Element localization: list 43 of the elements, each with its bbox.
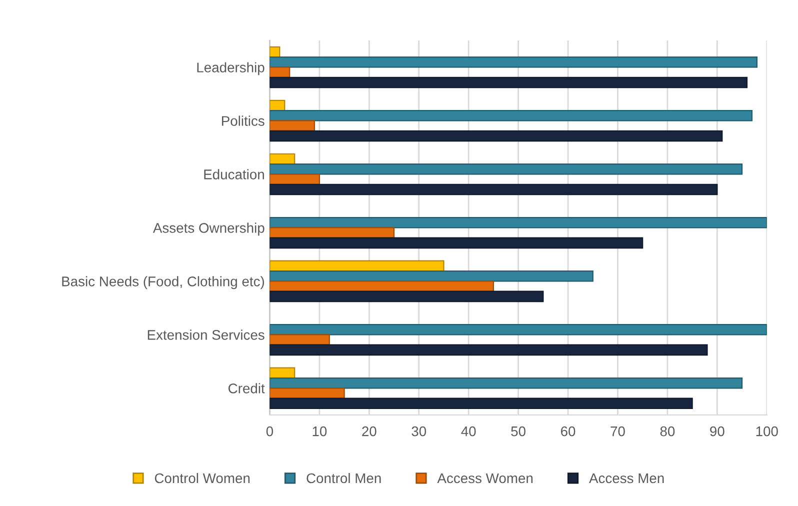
y-tick-label: Education: [204, 169, 264, 180]
x-tick-label: 20: [362, 426, 376, 436]
bar: [270, 216, 767, 228]
bar: [270, 398, 693, 410]
bar: [270, 344, 708, 356]
x-tick-label: 80: [660, 426, 675, 436]
legend-label: Control Women: [154, 472, 250, 484]
bar: [270, 174, 320, 185]
x-tick-label: 90: [710, 426, 724, 436]
y-tick-label: Basic Needs (Food, Clothing etc): [62, 276, 264, 290]
y-tick-label: Assets Ownership: [152, 222, 264, 236]
bar: [270, 324, 767, 336]
x-tick-label: 10: [312, 426, 327, 436]
x-tick-label: 60: [561, 426, 576, 436]
bar: [270, 163, 743, 175]
bar: [270, 237, 644, 249]
bar: [270, 120, 316, 132]
legend-label: Access Women: [437, 473, 533, 484]
bar: [270, 270, 594, 282]
bar: [270, 130, 723, 142]
bar: [270, 227, 395, 238]
bar: [270, 290, 544, 302]
bar: [270, 280, 494, 292]
x-tick-label: 70: [610, 426, 625, 436]
x-tick-label: 40: [461, 426, 476, 436]
x-tick-label: 30: [412, 426, 426, 436]
bar: [270, 377, 743, 389]
y-tick-label: Credit: [228, 383, 265, 394]
y-tick-label: Politics: [222, 116, 264, 126]
bar: [270, 110, 753, 122]
bar: [270, 66, 290, 78]
x-tick-label: 0: [266, 426, 274, 436]
bar: [270, 388, 345, 399]
legend-label: Control Men: [306, 472, 381, 484]
bar: [270, 76, 748, 88]
bar: [270, 334, 330, 346]
x-tick-label: 50: [511, 426, 526, 436]
bar: [270, 184, 718, 196]
bar: [270, 56, 758, 68]
y-tick-label: Leadership: [197, 62, 264, 76]
legend-label: Access Men: [589, 473, 664, 484]
y-tick-label: Extension Services: [148, 330, 264, 340]
x-tick-label: 100: [756, 426, 778, 436]
